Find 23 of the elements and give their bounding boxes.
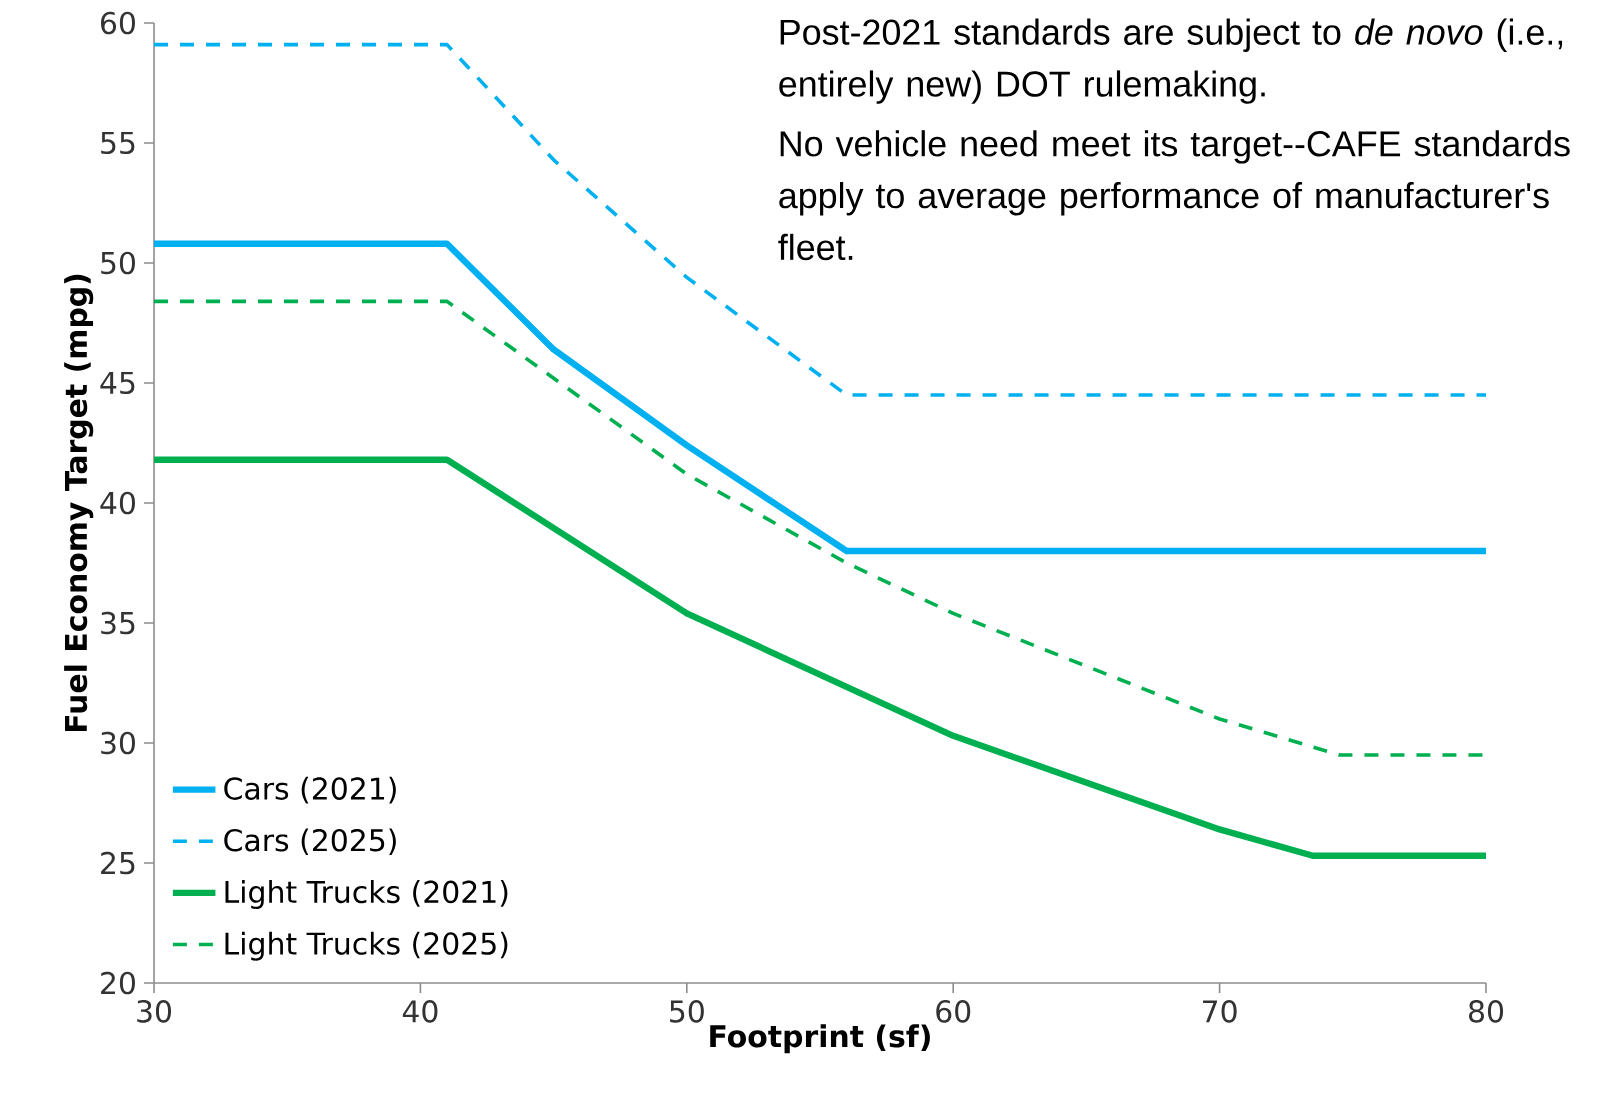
y-tick-label: 25 [101,851,135,875]
legend-label: Light Trucks (2025) [225,931,508,961]
legend-label: Cars (2025) [224,828,396,856]
x-tick-label: 70 [1203,1000,1237,1023]
y-tick-label: 45 [100,371,135,395]
x-axis-title: Footprint (sf) [710,1024,930,1054]
y-axis-title: Fuel Economy Target (mpg) [64,274,94,732]
x-tick-label: 30 [137,1000,172,1023]
x-tick-label: 80 [1469,1000,1504,1023]
annotation: No vehicle need meet its target--CAFE standards apply to average performance of manufacturer's fleet. [778,130,1570,261]
y-tick-label: 60 [101,11,135,35]
y-tick-label: 30 [101,731,135,755]
text: Post-2021 standards are subject to de novo (i.e., entirely new) DOT rulemaking. [779,18,1563,104]
x-tick-label: 40 [402,1000,438,1023]
y-tick-label: 35 [101,611,135,635]
legend-label: Cars (2021) [224,776,396,804]
y-tick-label: 50 [101,251,135,275]
x-tick-label: 60 [936,1000,971,1023]
y-tick-label: 55 [101,131,135,155]
y-tick-label: 20 [101,971,135,995]
x-tick-label: 50 [670,1000,704,1023]
legend-label: Light Trucks (2021) [225,880,508,909]
y-tick-label: 40 [100,491,135,515]
